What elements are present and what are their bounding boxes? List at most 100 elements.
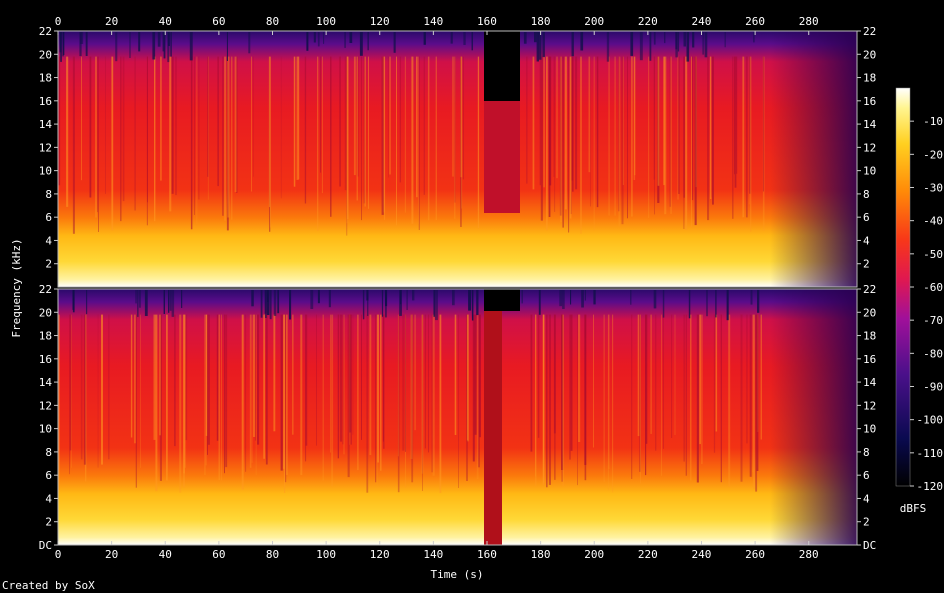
x-tick-label-bottom: 100 bbox=[316, 548, 336, 561]
y-tick-top-label-right: 6 bbox=[863, 211, 870, 224]
spectral-streak bbox=[584, 314, 587, 465]
high-freq-dropout bbox=[267, 290, 269, 302]
y-tick-top-label-left: 12 bbox=[39, 141, 52, 154]
high-freq-dropout bbox=[463, 32, 466, 45]
spectral-streak bbox=[749, 56, 751, 194]
spectral-streak bbox=[268, 56, 270, 208]
high-freq-dropout bbox=[593, 290, 596, 305]
high-freq-dropout bbox=[726, 290, 729, 321]
spectral-streak bbox=[657, 56, 660, 203]
spectral-streak bbox=[548, 314, 551, 485]
high-freq-dropout bbox=[406, 290, 408, 310]
spectral-streak bbox=[454, 314, 457, 435]
spectral-streak bbox=[101, 314, 103, 465]
spectral-streak bbox=[241, 314, 244, 490]
high-freq-dropout bbox=[80, 32, 84, 44]
high-freq-dropout bbox=[72, 290, 75, 313]
high-freq-dropout bbox=[162, 32, 165, 52]
spectral-streak bbox=[631, 314, 633, 479]
high-freq-dropout bbox=[313, 32, 316, 43]
spectral-streak bbox=[347, 314, 350, 478]
spectral-streak bbox=[477, 56, 480, 229]
spectral-streak bbox=[265, 314, 268, 465]
spectral-streak bbox=[553, 56, 555, 177]
spectral-streak bbox=[224, 314, 225, 474]
x-tick-label-bottom: 160 bbox=[477, 548, 497, 561]
spectral-streak bbox=[184, 314, 186, 468]
high-freq-dropout bbox=[144, 290, 148, 316]
spectral-streak bbox=[657, 56, 660, 186]
y-tick-bottom-label-right: 22 bbox=[863, 283, 876, 296]
spectral-streak bbox=[251, 56, 252, 192]
spectral-streak bbox=[763, 56, 764, 192]
high-freq-dropout bbox=[157, 32, 161, 47]
high-freq-dropout bbox=[171, 290, 175, 317]
spectral-streak bbox=[317, 56, 319, 231]
spectral-streak bbox=[204, 314, 206, 475]
spectral-streak bbox=[622, 56, 624, 185]
spectral-streak bbox=[608, 314, 610, 469]
spectral-streak bbox=[422, 314, 423, 491]
spectral-streak bbox=[207, 314, 208, 455]
spectral-streak bbox=[175, 56, 177, 196]
spectral-streak bbox=[411, 56, 414, 224]
colorbar-tick-label: -50 bbox=[923, 248, 943, 261]
high-freq-dropout bbox=[715, 290, 717, 318]
spectral-streak bbox=[564, 56, 567, 210]
high-freq-dropout bbox=[265, 290, 267, 318]
spectral-streak bbox=[750, 56, 752, 232]
spectral-streak bbox=[221, 314, 222, 481]
panel-top-fade bbox=[770, 31, 857, 287]
spectral-streak bbox=[375, 314, 377, 483]
spectral-streak bbox=[692, 56, 694, 201]
spectral-streak bbox=[568, 56, 570, 233]
spectral-streak bbox=[269, 56, 271, 228]
spectral-streak bbox=[562, 56, 564, 228]
spectral-streak bbox=[155, 314, 158, 492]
spectral-streak bbox=[584, 314, 587, 481]
spectral-streak bbox=[140, 314, 141, 468]
spectral-streak bbox=[424, 314, 426, 449]
high-freq-dropout bbox=[630, 290, 632, 305]
spectral-streak bbox=[479, 314, 481, 438]
spectral-streak bbox=[350, 314, 352, 445]
spectral-streak bbox=[66, 56, 69, 207]
spectral-streak bbox=[389, 56, 391, 175]
x-tick-label-bottom: 120 bbox=[370, 548, 390, 561]
spectral-streak bbox=[683, 314, 685, 462]
spectral-streak bbox=[322, 314, 324, 481]
high-freq-dropout bbox=[135, 290, 137, 304]
y-tick-top-label-left: 14 bbox=[39, 118, 53, 131]
spectral-streak bbox=[432, 314, 435, 476]
spectral-streak bbox=[418, 56, 420, 230]
spectral-streak bbox=[58, 314, 60, 490]
high-freq-dropout bbox=[273, 290, 277, 316]
spectral-streak bbox=[120, 56, 122, 222]
high-freq-dropout bbox=[692, 32, 695, 48]
spectral-streak bbox=[347, 56, 349, 220]
spectral-streak bbox=[205, 314, 208, 436]
x-tick-label-top: 280 bbox=[799, 15, 819, 28]
spectral-streak bbox=[376, 314, 378, 486]
y-tick-top-label-left: 22 bbox=[39, 25, 52, 38]
spectral-streak bbox=[466, 314, 468, 481]
spectral-streak bbox=[633, 56, 636, 180]
high-freq-dropout bbox=[534, 32, 537, 43]
high-freq-dropout bbox=[189, 32, 193, 61]
y-tick-bottom-label-left: 10 bbox=[39, 423, 52, 436]
spectral-streak bbox=[171, 56, 174, 194]
spectral-streak bbox=[135, 314, 137, 488]
spectral-streak bbox=[634, 56, 636, 176]
spectral-streak bbox=[677, 56, 679, 200]
spectral-streak bbox=[709, 56, 712, 199]
spectral-streak bbox=[80, 314, 83, 460]
spectral-streak bbox=[572, 56, 574, 192]
spectral-streak bbox=[571, 56, 574, 181]
x-tick-label-bottom: 280 bbox=[799, 548, 819, 561]
colorbar-tick-label: -120 bbox=[917, 480, 944, 493]
spectral-streak bbox=[388, 56, 389, 178]
y-tick-top-label-left: 8 bbox=[45, 188, 52, 201]
spectral-streak bbox=[530, 314, 533, 452]
high-freq-dropout bbox=[757, 290, 760, 313]
high-freq-dropout bbox=[168, 290, 170, 313]
